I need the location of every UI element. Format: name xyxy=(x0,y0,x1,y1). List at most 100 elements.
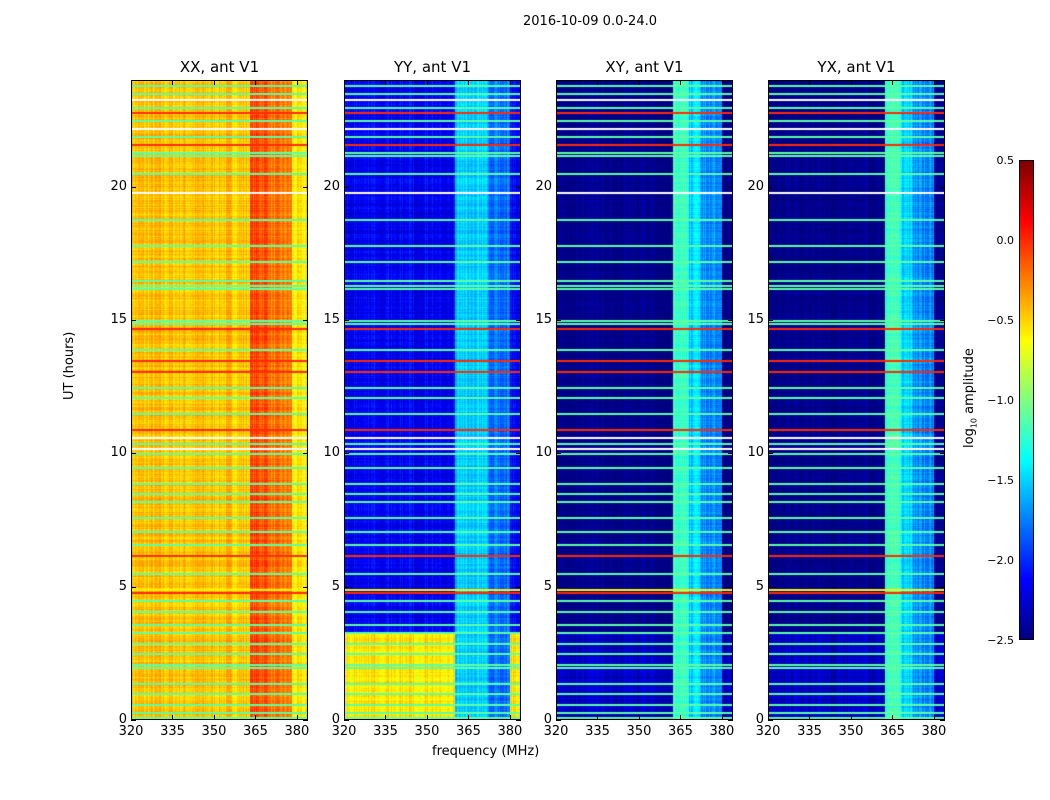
x-tick-mark xyxy=(597,80,599,85)
heatmap-image xyxy=(556,80,733,720)
x-tick-mark xyxy=(255,80,257,85)
x-tick-label: 380 xyxy=(284,724,310,739)
y-tick-label: 0 xyxy=(543,712,552,727)
x-tick-label: 335 xyxy=(160,724,185,739)
x-tick-mark xyxy=(809,715,811,720)
panel-title: XY, ant V1 xyxy=(605,58,684,76)
heatmap-panel: XX, ant V1 320 335 350 365 380 0 5 10 15 20 xyxy=(110,58,309,739)
y-tick-mark xyxy=(344,320,349,321)
y-tick-label: 10 xyxy=(747,445,764,461)
y-tick-label: 10 xyxy=(323,445,340,461)
x-tick-mark xyxy=(385,80,387,85)
panel-title: YX, ant V1 xyxy=(817,58,896,76)
x-tick-mark xyxy=(768,715,769,720)
y-tick-label: 5 xyxy=(543,578,552,594)
y-tick-mark xyxy=(768,720,773,721)
x-tick-mark xyxy=(344,715,345,720)
x-tick-mark xyxy=(556,80,557,85)
x-axis-label: frequency (MHz) xyxy=(432,744,540,759)
heatmap-panel: YX, ant V1 320 335 350 365 380 0 5 10 15 20 xyxy=(747,58,946,739)
x-tick-mark xyxy=(426,715,428,720)
y-tick-label: 20 xyxy=(535,178,552,194)
colorbar-tick-label: −2.5 xyxy=(987,634,1014,647)
x-tick-mark xyxy=(172,80,174,85)
x-tick-label: 365 xyxy=(668,724,693,739)
x-tick-mark xyxy=(296,80,298,85)
x-tick-mark xyxy=(850,715,852,720)
y-tick-mark xyxy=(516,186,521,188)
plot-frame xyxy=(131,80,308,720)
y-tick-mark xyxy=(516,720,521,721)
figure-title: 2016-10-09 0.0-24.0 xyxy=(523,14,657,29)
y-tick-mark xyxy=(516,320,521,321)
y-tick-mark xyxy=(344,720,349,721)
x-tick-mark xyxy=(809,80,811,85)
y-tick-label: 0 xyxy=(118,712,127,727)
x-tick-label: 365 xyxy=(243,724,268,739)
x-tick-mark xyxy=(597,715,599,720)
x-tick-label: 380 xyxy=(921,724,947,739)
colorbar-tick-label: −1.5 xyxy=(987,474,1014,487)
heatmap-panel: YY, ant V1 320 335 350 365 380 0 5 10 15 20 xyxy=(323,58,522,739)
x-tick-mark xyxy=(680,715,682,720)
y-tick-label: 15 xyxy=(535,312,552,327)
x-tick-mark xyxy=(468,715,470,720)
y-tick-label: 10 xyxy=(535,445,552,461)
x-tick-mark xyxy=(213,715,215,720)
y-tick-label: 0 xyxy=(331,712,340,727)
y-tick-label: 10 xyxy=(110,445,127,461)
y-tick-mark xyxy=(516,453,521,455)
x-tick-mark xyxy=(172,715,174,720)
y-tick-mark xyxy=(728,186,733,188)
y-tick-mark xyxy=(768,320,773,321)
x-tick-mark xyxy=(638,715,640,720)
colorbar xyxy=(1019,160,1034,640)
x-tick-mark xyxy=(509,80,511,85)
x-tick-mark xyxy=(892,80,894,85)
x-tick-label: 365 xyxy=(456,724,481,739)
x-tick-mark xyxy=(556,715,557,720)
x-tick-label: 365 xyxy=(880,724,905,739)
x-tick-mark xyxy=(933,80,935,85)
heatmap-panel: XY, ant V1 320 335 350 365 380 0 5 10 15 20 xyxy=(535,58,734,739)
y-tick-mark xyxy=(556,186,561,188)
y-tick-mark xyxy=(940,586,945,588)
y-tick-mark xyxy=(131,320,136,321)
x-tick-label: 380 xyxy=(497,724,523,739)
y-tick-mark xyxy=(768,586,773,588)
y-axis-label: UT (hours) xyxy=(62,331,77,400)
plot-frame xyxy=(556,80,733,720)
y-tick-mark xyxy=(303,186,308,188)
x-tick-mark xyxy=(131,715,132,720)
y-tick-mark xyxy=(940,320,945,321)
y-tick-mark xyxy=(728,720,733,721)
plot-frame xyxy=(344,80,521,720)
y-tick-label: 5 xyxy=(118,578,127,594)
y-tick-mark xyxy=(768,453,773,455)
y-tick-mark xyxy=(516,586,521,588)
colorbar-label-sub: 10 xyxy=(969,417,979,429)
x-tick-mark xyxy=(721,715,723,720)
y-tick-label: 15 xyxy=(747,312,764,327)
x-tick-mark xyxy=(296,715,298,720)
x-tick-mark xyxy=(638,80,640,85)
heatmap-image xyxy=(131,80,308,720)
x-tick-label: 350 xyxy=(414,724,440,739)
x-tick-mark xyxy=(850,80,852,85)
y-tick-mark xyxy=(556,320,561,321)
x-tick-mark xyxy=(721,80,723,85)
x-tick-label: 320 xyxy=(543,724,569,739)
x-tick-label: 350 xyxy=(838,724,864,739)
x-tick-label: 320 xyxy=(331,724,357,739)
panel-title: XX, ant V1 xyxy=(179,58,260,76)
x-tick-mark xyxy=(892,715,894,720)
colorbar-tick-label: 0.5 xyxy=(996,154,1015,167)
x-tick-mark xyxy=(426,80,428,85)
colorbar-label-main: log xyxy=(962,428,977,448)
y-tick-mark xyxy=(728,320,733,321)
colorbar-tick-label: −1.0 xyxy=(987,394,1014,407)
y-tick-mark xyxy=(131,186,136,188)
heatmap-image xyxy=(768,80,945,720)
y-tick-mark xyxy=(556,720,561,721)
